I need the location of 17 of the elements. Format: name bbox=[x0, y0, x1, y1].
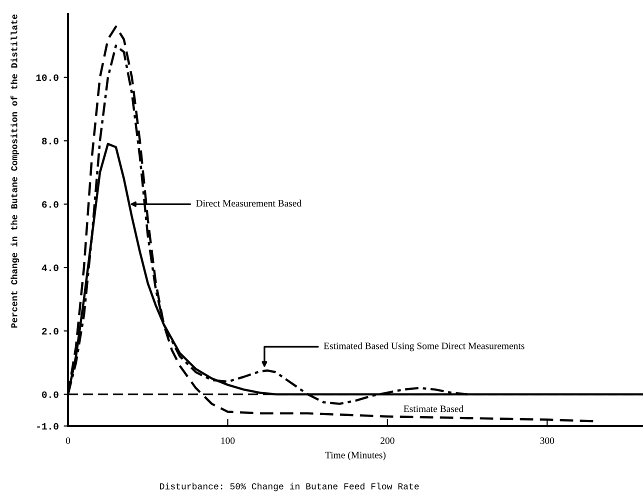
x-tick-label: 100 bbox=[221, 437, 235, 444]
annotation: Direct Measurement Based bbox=[196, 200, 302, 207]
x-tick-label: 200 bbox=[380, 437, 394, 444]
y-tick-label: 8.0 bbox=[42, 138, 58, 144]
y-tick-label: -1.0 bbox=[37, 423, 58, 430]
x-axis-title: Time (Minutes) bbox=[325, 451, 386, 460]
y-tick-label: 0.0 bbox=[42, 391, 58, 398]
y-tick-label: 6.0 bbox=[42, 201, 58, 208]
annotation: Estimate Based bbox=[404, 405, 464, 412]
y-tick-label: 2.0 bbox=[42, 328, 58, 335]
y-axis-title: Percent Change in the Butane Composition of the Distillate bbox=[10, 14, 20, 328]
annotation: Estimated Based Using Some Direct Measurements bbox=[324, 342, 524, 352]
x-tick-label: 0 bbox=[66, 437, 70, 444]
text: Disturbance: 50% Change in Butane Feed Flow Rate bbox=[160, 482, 419, 492]
y-tick-label: 10.0 bbox=[36, 74, 58, 82]
y-tick-label: 4.0 bbox=[42, 264, 58, 272]
x-tick-label: 300 bbox=[540, 437, 554, 444]
